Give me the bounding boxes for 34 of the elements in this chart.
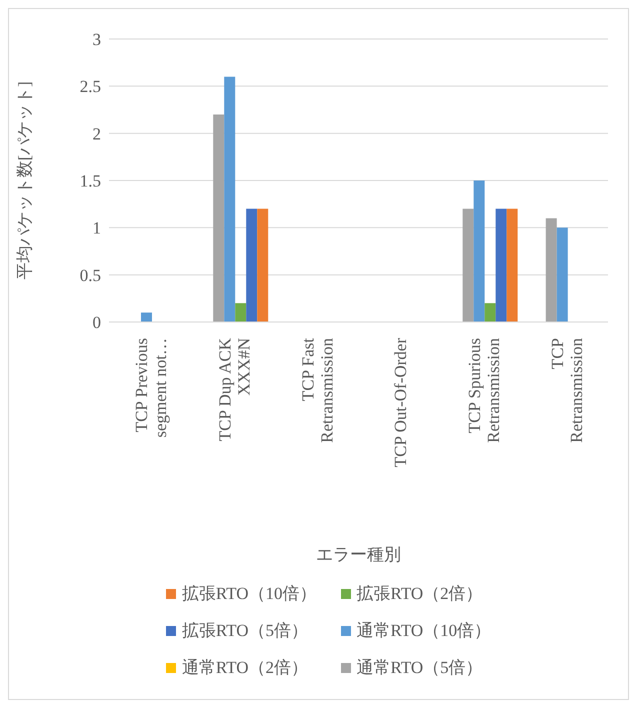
legend-label: 通常RTO（5倍） [356, 657, 483, 679]
y-axis-title: 平均パケット数[パケット] [15, 81, 34, 280]
bar [556, 228, 568, 322]
bar [506, 208, 518, 322]
legend-label: 通常RTO（2倍） [182, 657, 308, 679]
y-tick-label: 1.5 [80, 172, 101, 191]
bar [224, 76, 236, 322]
y-tick-label: 3 [92, 30, 101, 50]
x-tick-label: TCP Dup ACK XXX#N [215, 337, 254, 442]
y-tick-label: 1 [92, 218, 101, 238]
x-tick-label: TCP Out-Of-Order [391, 338, 410, 468]
y-tick-label: 0.5 [80, 266, 101, 285]
bar [474, 180, 485, 322]
bar [246, 208, 258, 322]
legend-label: 通常RTO（10倍） [356, 620, 492, 642]
bar [213, 114, 224, 322]
x-tick-label: TCP Previous segment not… [132, 338, 170, 438]
x-tick-label: TCP Spurious Retransmission [464, 338, 503, 443]
bar [484, 303, 496, 322]
bar [235, 303, 246, 322]
legend-label: 拡張RTO（5倍） [182, 620, 308, 642]
bar [140, 312, 152, 322]
y-tick-label: 2.5 [80, 77, 101, 96]
bar [462, 208, 474, 322]
bar [546, 218, 557, 322]
x-axis-title: エラー種別 [316, 545, 401, 564]
bar [496, 208, 507, 322]
y-tick-label: 2 [92, 124, 101, 144]
bar [257, 208, 268, 322]
legend-label: 拡張RTO（2倍） [356, 583, 483, 605]
legend-label: 拡張RTO（10倍） [182, 583, 316, 605]
x-tick-label: TCP Fast Retransmission [298, 338, 336, 443]
y-tick-label: 0 [92, 313, 101, 332]
x-tick-label: TCP Retransmission [548, 338, 586, 443]
